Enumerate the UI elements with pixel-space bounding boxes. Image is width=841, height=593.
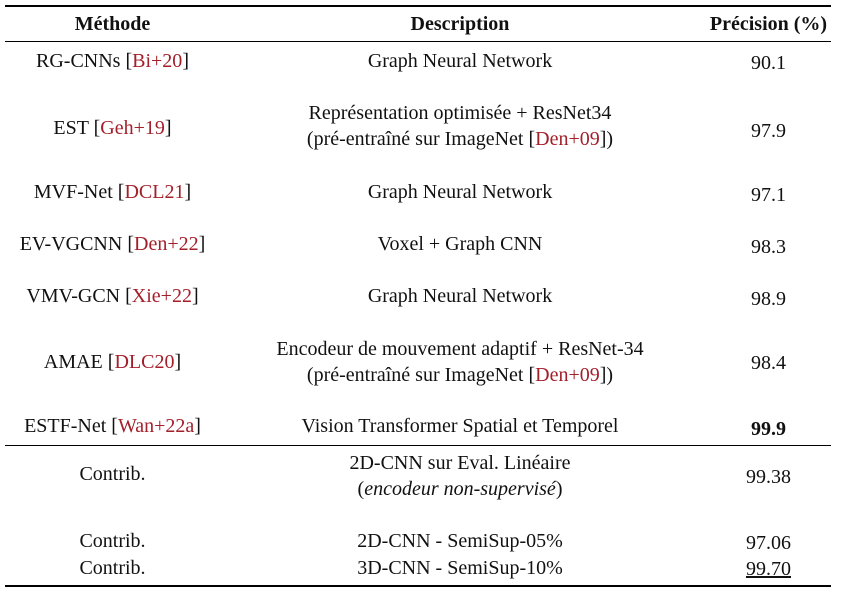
header-description: Description (410, 13, 510, 35)
table-row-description: Vision Transformer Spatial et Temporel (301, 415, 619, 437)
contrib-row-method: Contrib. (79, 557, 146, 579)
contrib-row-precision: 97.06 (746, 532, 791, 554)
contrib-row-method: Contrib. (79, 463, 146, 485)
table-row-precision: 98.9 (751, 288, 786, 310)
citation-link[interactable]: DLC20 (114, 351, 175, 373)
table-row-description: Graph Neural Network (367, 50, 553, 72)
citation-link[interactable]: Xie+22 (131, 285, 192, 307)
table-row-description: Graph Neural Network (367, 181, 553, 203)
header-method: Méthode (74, 13, 151, 35)
table-row-description: Graph Neural Network (367, 285, 553, 307)
citation-link[interactable]: Den+09 (535, 364, 600, 386)
top-rule (5, 5, 831, 7)
citation-link[interactable]: Den+22 (134, 233, 199, 255)
table-row-precision-best: 99.9 (751, 418, 786, 440)
table-row-method: EV-VGCNN [Den+22] (19, 233, 206, 255)
bottom-rule (5, 585, 831, 587)
table-row-precision: 97.9 (751, 120, 786, 142)
table-row-method: ESTF-Net [Wan+22a] (24, 415, 201, 437)
header-rule (5, 41, 831, 42)
table-row-description-note: (pré-entraîné sur ImageNet [Den+09]) (306, 364, 614, 386)
contrib-row-method: Contrib. (79, 530, 146, 552)
contrib-row-description-note: (encodeur non-supervisé) (357, 478, 563, 500)
table-row-method: AMAE [DLC20] (43, 351, 182, 373)
citation-link[interactable]: Bi+20 (132, 50, 183, 72)
table-row-precision: 98.3 (751, 236, 786, 258)
citation-link[interactable]: DCL21 (124, 181, 185, 203)
header-precision: Précision (%) (709, 13, 828, 35)
table-row-description-note: (pré-entraîné sur ImageNet [Den+09]) (306, 128, 614, 150)
table-row-description: Représentation optimisée + ResNet34 (308, 102, 612, 124)
table-row-precision: 97.1 (751, 184, 786, 206)
contrib-rule (5, 445, 831, 446)
table-row-precision: 98.4 (751, 352, 786, 374)
table-row-method: EST [Geh+19] (53, 117, 172, 139)
table-row-method: RG-CNNs [Bi+20] (36, 50, 189, 72)
contrib-row-description: 3D-CNN - SemiSup-10% (357, 557, 563, 579)
citation-link[interactable]: Wan+22a (117, 415, 195, 437)
citation-link[interactable]: Geh+19 (100, 117, 165, 139)
contrib-row-precision-second: 99.70 (746, 558, 791, 580)
contrib-row-description: 2D-CNN - SemiSup-05% (357, 530, 563, 552)
table-row-method: VMV-GCN [Xie+22] (26, 285, 199, 307)
table-row-method: MVF-Net [DCL21] (33, 181, 192, 203)
contrib-row-precision: 99.38 (746, 466, 791, 488)
citation-link[interactable]: Den+09 (535, 128, 600, 150)
contrib-row-description: 2D-CNN sur Eval. Linéaire (349, 452, 571, 474)
table-row-description: Encodeur de mouvement adaptif + ResNet-3… (276, 338, 644, 360)
table-row-precision: 90.1 (751, 52, 786, 74)
table-row-description: Voxel + Graph CNN (377, 233, 543, 255)
